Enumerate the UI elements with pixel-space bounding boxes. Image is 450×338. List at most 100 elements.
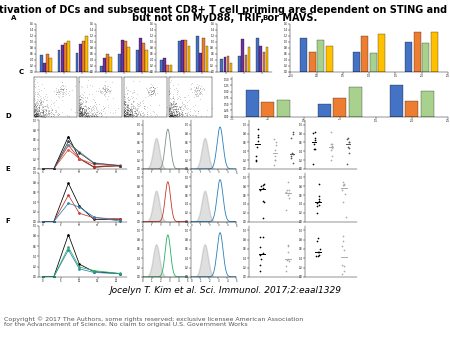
Point — [123, 102, 130, 108]
Point — [120, 100, 127, 106]
Point — [271, 157, 278, 162]
Point — [36, 99, 44, 104]
Point — [199, 86, 206, 91]
Point — [34, 91, 41, 97]
Point — [176, 113, 183, 119]
Point — [82, 112, 89, 117]
Point — [81, 109, 88, 115]
Point — [32, 103, 39, 108]
Point — [123, 109, 130, 115]
Point — [128, 111, 135, 117]
Point — [153, 90, 160, 96]
Point — [36, 98, 43, 104]
Point — [123, 87, 130, 92]
Point — [125, 112, 132, 117]
Text: D: D — [6, 113, 12, 119]
Point — [78, 97, 86, 102]
Point — [197, 89, 204, 94]
Point — [39, 110, 46, 115]
Point — [166, 112, 174, 117]
Point — [199, 91, 206, 97]
Point — [120, 101, 127, 107]
Point — [127, 106, 134, 112]
Point — [50, 112, 57, 117]
Point — [124, 107, 131, 112]
Point — [85, 110, 92, 115]
Point — [130, 105, 137, 110]
Point — [177, 106, 184, 111]
Point — [128, 94, 135, 99]
Point — [197, 90, 204, 96]
Point — [173, 111, 180, 116]
Point — [77, 113, 85, 118]
Point — [166, 113, 173, 118]
Point — [32, 113, 39, 118]
Point — [260, 199, 267, 205]
Point — [175, 114, 182, 119]
Point — [139, 97, 146, 102]
Point — [176, 111, 183, 116]
Point — [168, 110, 176, 116]
Point — [76, 110, 83, 116]
Point — [125, 106, 132, 112]
Point — [81, 111, 88, 116]
Point — [167, 112, 174, 117]
Point — [35, 112, 42, 117]
Point — [153, 84, 160, 90]
Point — [122, 102, 129, 107]
Point — [339, 179, 346, 185]
Point — [144, 90, 152, 96]
Point — [173, 112, 180, 118]
Point — [31, 112, 38, 118]
Point — [125, 111, 132, 117]
Point — [85, 78, 92, 83]
Point — [99, 86, 107, 91]
Point — [170, 82, 177, 87]
Point — [39, 110, 46, 115]
Point — [35, 99, 42, 104]
Point — [340, 182, 347, 188]
Point — [37, 99, 45, 104]
Point — [130, 99, 137, 105]
Point — [39, 111, 46, 117]
Point — [174, 106, 181, 112]
Point — [171, 103, 178, 108]
Point — [167, 114, 175, 119]
Point — [166, 113, 173, 119]
Point — [174, 108, 181, 114]
Point — [31, 112, 38, 118]
Point — [152, 91, 159, 96]
Point — [97, 107, 104, 112]
Point — [132, 107, 140, 112]
Point — [126, 109, 134, 115]
Point — [125, 105, 132, 110]
Point — [32, 108, 40, 114]
Point — [166, 104, 173, 110]
Point — [151, 88, 158, 94]
Bar — [361, 36, 369, 72]
Point — [173, 112, 180, 117]
Bar — [170, 65, 172, 72]
Point — [180, 105, 187, 111]
Point — [31, 104, 38, 110]
Point — [38, 113, 45, 118]
Point — [87, 113, 94, 118]
Point — [174, 112, 181, 117]
Point — [166, 105, 173, 111]
Point — [120, 113, 127, 118]
Point — [191, 102, 198, 108]
Point — [191, 108, 198, 113]
Point — [38, 110, 45, 115]
Point — [195, 108, 202, 114]
Point — [149, 88, 156, 93]
Point — [76, 110, 84, 116]
Point — [150, 87, 158, 93]
Point — [125, 102, 132, 108]
Point — [78, 112, 85, 118]
Point — [32, 89, 39, 94]
Point — [151, 114, 158, 119]
Point — [99, 90, 107, 95]
Point — [104, 96, 111, 102]
Point — [38, 114, 45, 119]
Point — [187, 81, 194, 87]
